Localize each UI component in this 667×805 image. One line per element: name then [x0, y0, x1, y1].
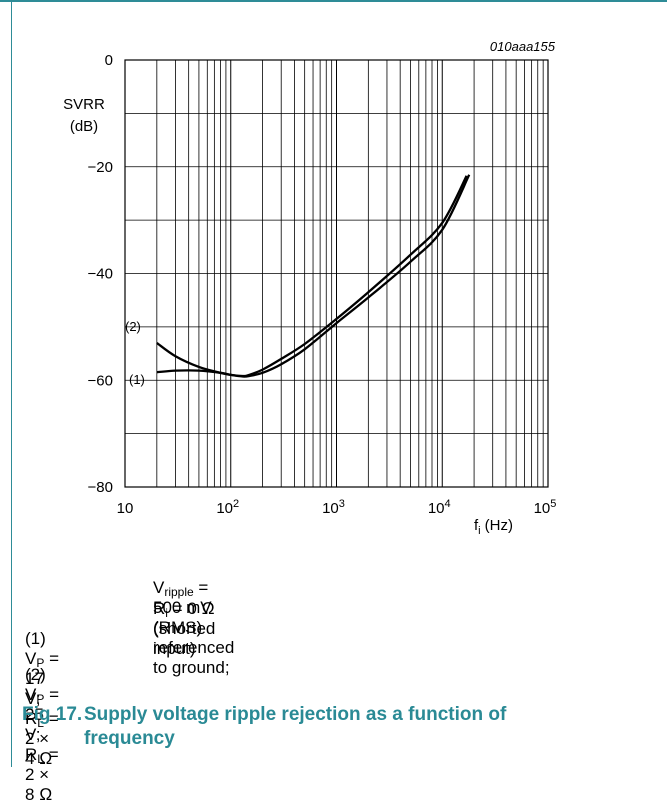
y-tick-label: −60 [88, 372, 113, 389]
series-line-1 [156, 174, 471, 378]
series-line-2 [156, 175, 468, 378]
y-tick-label: −40 [88, 266, 113, 283]
y-tick-label: −80 [88, 479, 113, 496]
condition-line-1: Vripple = 500 mV (RMS) referenced to gro… [153, 578, 235, 677]
figure-caption-line2: frequency [84, 728, 175, 749]
condition-line-2: Ri = 0 Ω (shorted input) [153, 599, 216, 658]
top-rule [0, 0, 667, 2]
plot-frame [124, 59, 549, 488]
chart-curves [156, 174, 471, 378]
x-tick-label: 10 [117, 500, 134, 517]
left-rule [11, 0, 12, 767]
y-tick-label: −20 [88, 159, 113, 176]
y-axis-label-line2: (dB) [70, 118, 98, 135]
x-axis-label: fi (Hz) [474, 517, 513, 537]
x-tick-label: 105 [534, 498, 557, 517]
figure-caption-line1: Supply voltage ripple rejection as a fun… [84, 704, 507, 725]
figure-caption: Fig 17.Supply voltage ripple rejection a… [22, 703, 662, 751]
chart-grid [125, 60, 548, 487]
y-tick-label: 0 [105, 52, 113, 69]
x-tick-label: 102 [216, 498, 239, 517]
x-tick-label: 104 [428, 498, 451, 517]
note-item-1: (1)VP = 17 V; RL = 2 × 4 Ω [25, 629, 60, 768]
x-tick-label: 103 [322, 498, 345, 517]
series-label-2: (2) [125, 319, 141, 334]
series-label-1: (1) [129, 372, 145, 387]
y-axis-label-line1: SVRR [63, 96, 105, 113]
figure-code: 010aaa155 [490, 39, 556, 54]
figure-number: Fig 17. [22, 704, 83, 725]
